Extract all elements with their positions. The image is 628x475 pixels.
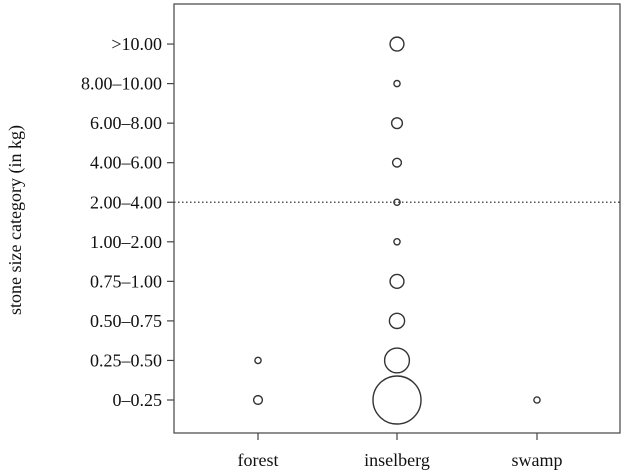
plot-frame <box>173 3 621 434</box>
bubble-forest-1 <box>254 356 262 365</box>
bubble-inselberg-4 <box>393 237 401 246</box>
y-tick-label-0: 0–0.25 <box>113 390 163 410</box>
bubble-inselberg-2 <box>388 312 406 330</box>
x-tick-label-swamp: swamp <box>512 450 563 470</box>
bubble-inselberg-1 <box>383 347 411 374</box>
bubble-inselberg-9 <box>389 36 405 52</box>
x-tick-label-forest: forest <box>238 450 279 470</box>
y-tick-label-4: 1.00–2.00 <box>90 232 162 252</box>
bubble-inselberg-3 <box>389 273 405 289</box>
y-tick-label-6: 4.00–6.00 <box>90 153 162 173</box>
bubble-inselberg-7 <box>390 117 404 130</box>
x-tick-label-inselberg: inselberg <box>364 450 430 470</box>
bubble-inselberg-6 <box>391 157 403 168</box>
y-tick-label-7: 6.00–8.00 <box>90 113 162 133</box>
y-tick-label-8: 8.00–10.00 <box>81 74 162 94</box>
y-axis-label: stone size category (in kg) <box>5 125 26 315</box>
y-tick-label-1: 0.25–0.50 <box>90 350 162 370</box>
bubble-inselberg-0 <box>372 375 422 425</box>
bubble-swamp-0 <box>533 396 541 404</box>
bubble-inselberg-5 <box>393 198 401 207</box>
y-tick-label-3: 0.75–1.00 <box>90 271 162 291</box>
y-tick-label-2: 0.50–0.75 <box>90 311 162 331</box>
y-tick-label-9: >10.00 <box>111 34 162 54</box>
y-tick-label-5: 2.00–4.00 <box>90 192 162 212</box>
bubble-forest-0 <box>252 394 264 406</box>
bubble-inselberg-8 <box>393 79 401 88</box>
